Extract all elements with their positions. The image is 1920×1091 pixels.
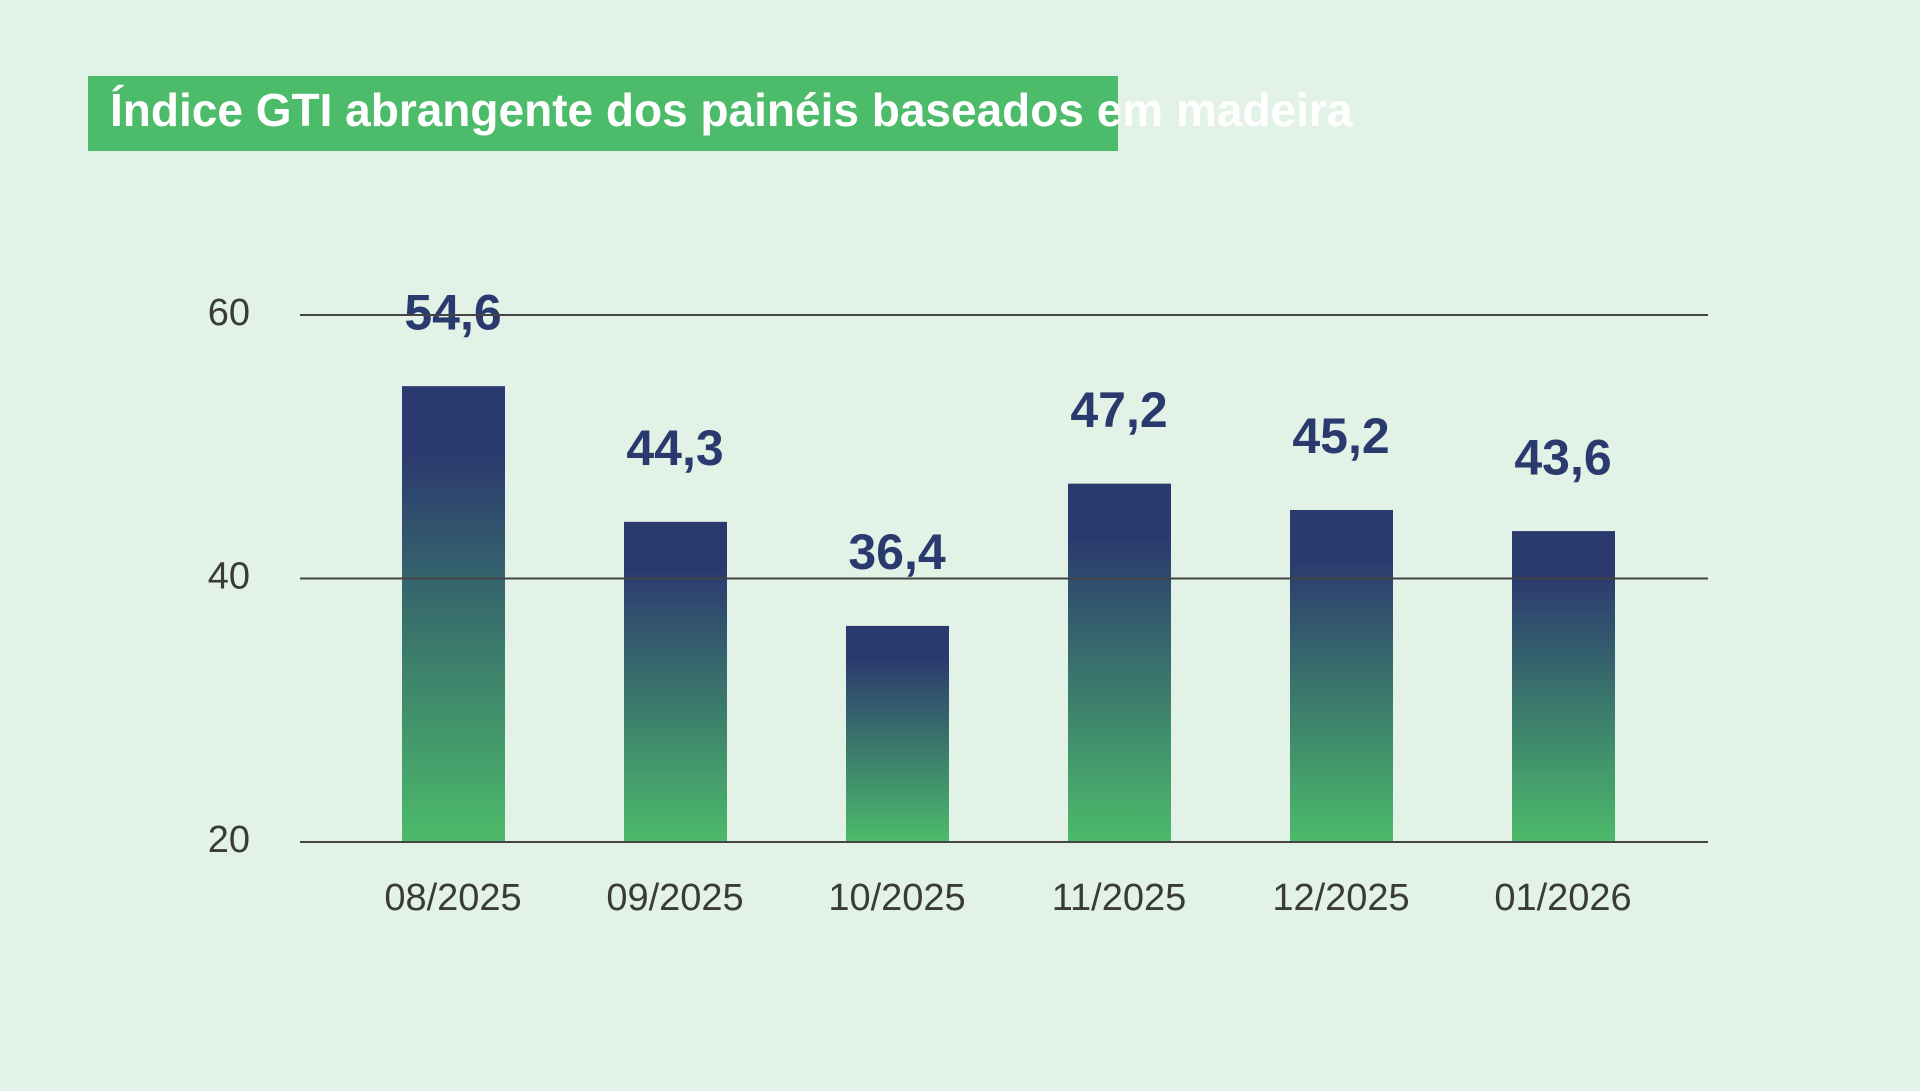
bar: [1512, 531, 1615, 842]
value-label: 44,3: [626, 420, 723, 476]
y-tick-label: 20: [208, 819, 250, 861]
value-label: 47,2: [1070, 382, 1167, 438]
x-tick-label: 09/2025: [606, 877, 743, 919]
x-tick-label: 11/2025: [1052, 877, 1187, 919]
bar: [402, 386, 505, 842]
x-tick-label: 12/2025: [1272, 877, 1409, 919]
value-label: 36,4: [848, 524, 946, 580]
x-tick-label: 08/2025: [384, 877, 521, 919]
x-tick-label: 10/2025: [828, 877, 965, 919]
value-label: 43,6: [1514, 429, 1611, 485]
bar: [1290, 509, 1393, 842]
title-box: [88, 76, 1118, 151]
chart-title: Índice GTI abrangente dos painéis basead…: [110, 84, 1353, 136]
value-label: 54,6: [404, 284, 501, 340]
bar: [846, 625, 949, 842]
bar: [624, 521, 727, 842]
bar: [1068, 483, 1171, 842]
y-tick-label: 60: [208, 292, 250, 334]
y-tick-label: 40: [208, 556, 250, 598]
x-tick-label: 01/2026: [1494, 877, 1631, 919]
value-label: 45,2: [1292, 408, 1389, 464]
